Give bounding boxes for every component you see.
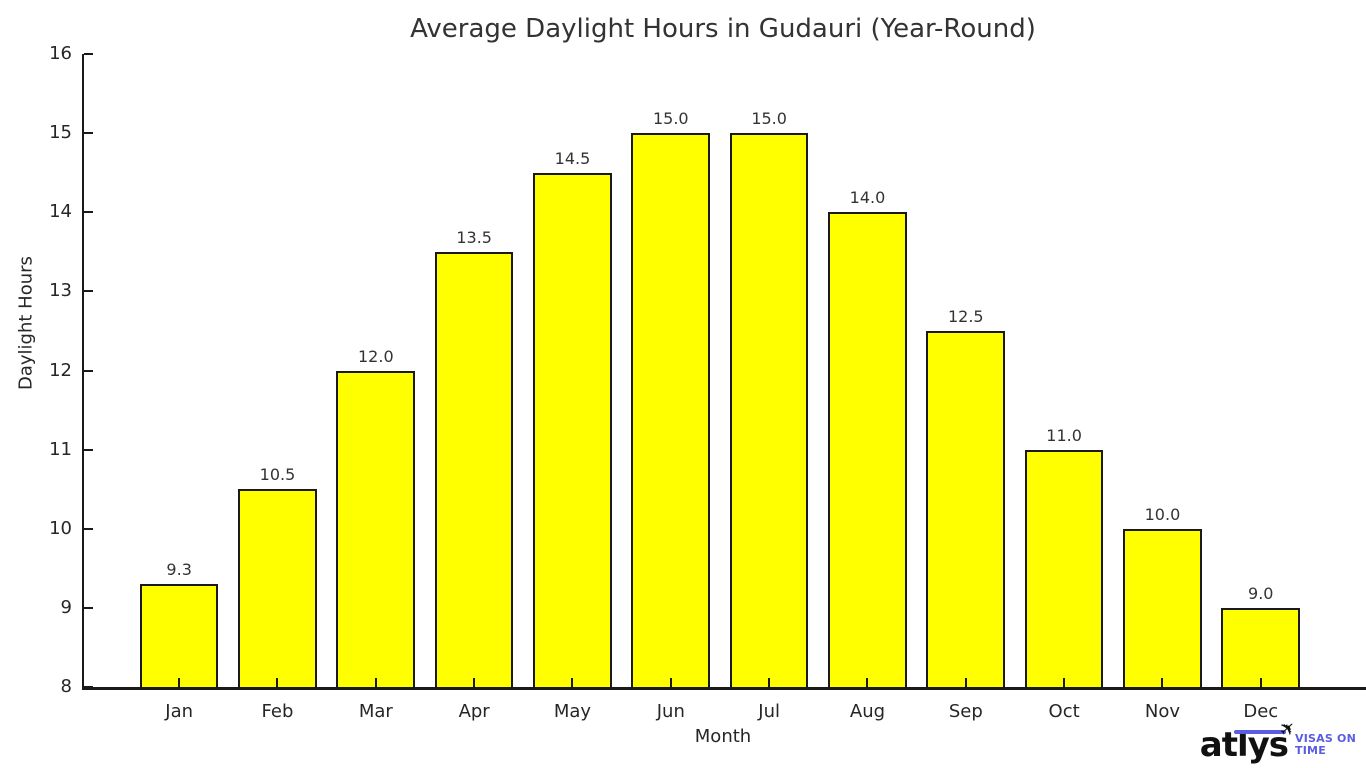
- x-tick-mark: [276, 678, 279, 687]
- atlys-logo: atlys ✈ VISAS ON TIME: [1200, 715, 1356, 762]
- bar-slot-apr: 13.5 Apr: [425, 54, 523, 721]
- x-tick-label-sep: Sep: [948, 701, 983, 722]
- x-tick-label-aug: Aug: [849, 701, 886, 722]
- x-tick-label-nov: Nov: [1144, 701, 1181, 722]
- bar-value-label: 15.0: [751, 109, 787, 129]
- bar-slot-aug: 14.0 Aug: [818, 54, 916, 721]
- bar-slot-jun: 15.0 Jun: [622, 54, 720, 721]
- bar-feb: 10.5: [238, 467, 317, 687]
- bar-jan: 9.3: [139, 562, 219, 687]
- logo-tagline-line2: TIME: [1295, 744, 1326, 757]
- bar-value-label: 10.5: [259, 465, 296, 485]
- y-tick-mark: [84, 606, 93, 609]
- bar-may: 14.5: [533, 150, 612, 687]
- logo-overline: [1233, 730, 1286, 734]
- x-tick-mark: [669, 678, 672, 687]
- y-tick-label: 16: [49, 43, 72, 64]
- x-tick-label-mar: Mar: [358, 701, 393, 722]
- bar-sep: 12.5: [926, 308, 1006, 687]
- bar-oct: 11.0: [1024, 427, 1104, 687]
- x-axis-label: Month: [694, 726, 752, 747]
- x-tick-label-jan: Jan: [165, 701, 194, 722]
- chart-title: Average Daylight Hours in Gudauri (Year-…: [410, 14, 1036, 44]
- bar-aug: 14.0: [828, 190, 907, 687]
- y-tick-label: 12: [49, 359, 72, 381]
- bars-row: 9.3 Jan 10.5 Feb 12.0 Mar 13.5 Apr 14.5 May 15.0 Ju…: [84, 54, 1366, 721]
- x-tick-mark: [571, 678, 574, 687]
- x-tick-label-jul: Jul: [758, 701, 780, 722]
- logo-wordmark-wrap: atlys ✈: [1200, 715, 1301, 762]
- bar-value-label: 12.5: [947, 306, 984, 326]
- x-tick-mark: [1063, 678, 1066, 687]
- logo-tagline: VISAS ON TIME: [1295, 733, 1356, 756]
- bar-value-label: 12.0: [358, 346, 394, 366]
- x-tick-mark: [473, 678, 476, 687]
- y-tick-mark: [84, 686, 93, 688]
- bar-slot-nov: 10.0 Nov: [1113, 54, 1211, 721]
- x-tick-label-jun: Jun: [656, 701, 685, 722]
- x-tick-label-dec: Dec: [1243, 701, 1279, 722]
- y-tick-mark: [84, 132, 93, 135]
- y-tick-label: 10: [49, 517, 72, 539]
- bar-value-label: 11.0: [1046, 425, 1082, 445]
- bar-slot-sep: 12.5 Sep: [917, 54, 1015, 721]
- logo-tagline-line1: VISAS ON: [1295, 732, 1356, 746]
- y-tick-label: 14: [49, 201, 72, 223]
- bar-slot-oct: 11.0 Oct: [1015, 54, 1113, 721]
- bar-nov: 10.0: [1123, 506, 1202, 687]
- x-tick-mark: [374, 678, 377, 687]
- x-tick-label-may: May: [553, 701, 592, 722]
- bar-slot-feb: 10.5 Feb: [228, 54, 326, 721]
- x-tick-mark: [768, 678, 771, 687]
- bar-value-label: 13.5: [456, 227, 492, 247]
- y-tick-mark: [84, 211, 93, 214]
- y-tick-mark: [84, 290, 93, 293]
- bar-jul: 15.0: [729, 111, 809, 687]
- x-tick-mark: [1259, 678, 1262, 687]
- bar-slot-dec: 9.0 Dec: [1212, 54, 1310, 721]
- bar-slot-jul: 15.0 Jul: [720, 54, 818, 721]
- bar-value-label: 9.0: [1248, 583, 1274, 603]
- y-tick-label: 8: [60, 676, 72, 697]
- y-tick-label: 15: [49, 122, 72, 144]
- y-tick-label: 13: [49, 280, 72, 302]
- bar-value-label: 14.5: [554, 148, 591, 168]
- bar-slot-mar: 12.0 Mar: [327, 54, 425, 721]
- y-tick-mark: [84, 527, 93, 530]
- y-tick-mark: [84, 448, 93, 451]
- bar-dec: 9.0: [1221, 585, 1301, 687]
- x-tick-mark: [178, 678, 181, 687]
- x-tick-label-feb: Feb: [261, 701, 294, 722]
- bar-slot-may: 14.5 May: [523, 54, 621, 721]
- x-tick-label-apr: Apr: [458, 701, 490, 722]
- x-tick-mark: [1161, 678, 1164, 687]
- bar-value-label: 10.0: [1144, 504, 1181, 524]
- x-tick-mark: [866, 678, 869, 687]
- x-tick-mark: [964, 678, 967, 687]
- plot-area: 8 9 10 11 12 13 14 15 16 9.3 Jan 10.5 Feb 12.0 Mar 13.…: [49, 45, 1366, 721]
- bar-apr: 13.5: [434, 229, 514, 687]
- bar-value-label: 9.3: [166, 560, 192, 580]
- bar-value-label: 15.0: [652, 109, 689, 129]
- y-axis-label: Daylight Hours: [15, 256, 37, 390]
- y-tick-label: 9: [60, 596, 72, 618]
- x-tick-label-oct: Oct: [1048, 701, 1080, 722]
- bar-jun: 15.0: [631, 111, 711, 687]
- y-tick-mark: [84, 53, 93, 55]
- y-tick-label: 11: [49, 438, 72, 460]
- bar-mar: 12.0: [336, 348, 416, 687]
- bar-value-label: 14.0: [849, 188, 886, 208]
- y-tick-mark: [84, 369, 93, 372]
- bar-slot-jan: 9.3 Jan: [130, 54, 228, 721]
